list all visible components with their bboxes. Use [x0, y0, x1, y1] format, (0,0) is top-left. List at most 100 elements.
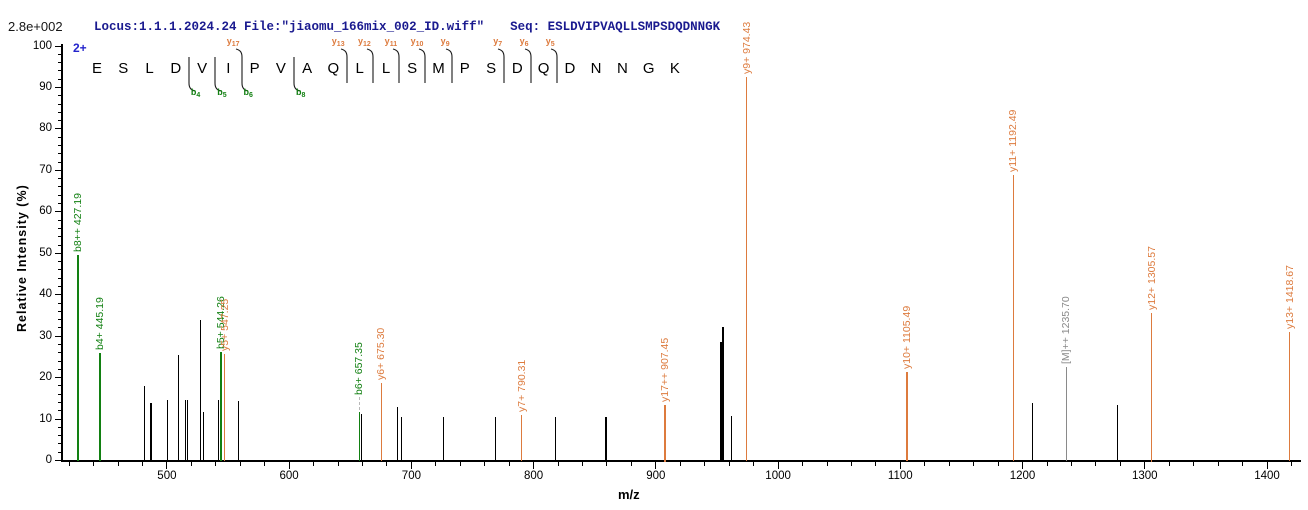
x-tick	[704, 462, 706, 466]
y-tick	[55, 294, 62, 296]
spectrum-peak	[202, 412, 205, 462]
spectrum-peak	[442, 417, 444, 462]
residue-letter: I	[226, 60, 231, 77]
spectrum-peak	[237, 401, 240, 462]
fragment-marker	[524, 48, 532, 83]
x-tick-label: 1300	[1132, 470, 1158, 482]
x-tick	[948, 462, 950, 466]
max-intensity-scale-label: 2.8e+002	[8, 19, 63, 34]
residue-letter: L	[355, 60, 364, 77]
y-ion-ladder-label: y12	[357, 36, 371, 48]
x-tick	[826, 462, 828, 466]
y-axis	[61, 44, 63, 462]
x-tick	[655, 462, 657, 469]
x-tick	[1290, 462, 1292, 466]
y-ion-ladder-label: y6	[519, 36, 529, 48]
y-tick	[55, 211, 62, 213]
x-tick	[753, 462, 755, 466]
residue-letter: N	[616, 60, 628, 77]
x-tick	[973, 462, 975, 466]
y-tick-label: 30	[39, 329, 52, 342]
y-tick	[55, 169, 62, 171]
x-tick	[68, 462, 70, 466]
y-tick	[58, 310, 62, 312]
x-tick	[337, 462, 339, 466]
fragment-marker	[498, 48, 505, 83]
x-tick	[533, 462, 535, 469]
spectrum-peak	[361, 414, 363, 462]
y-tick	[55, 86, 62, 88]
spectrum-peak	[605, 416, 607, 462]
x-tick-label: 900	[646, 470, 666, 482]
residue-letter: P	[459, 60, 470, 77]
y-tick-label: 60	[39, 205, 52, 218]
y-tick	[58, 269, 62, 271]
y-tick	[58, 236, 62, 238]
residue-letter: V	[197, 60, 208, 77]
precursor-charge-label: 2+	[73, 41, 87, 55]
x-tick	[508, 462, 510, 466]
y-tick	[58, 402, 62, 403]
y-tick	[58, 120, 62, 122]
peak-label: y13+ 1418.67	[1283, 265, 1296, 330]
seq-label: Seq:	[510, 20, 541, 34]
spectrum-peak	[220, 351, 222, 462]
y-tick	[58, 70, 62, 72]
x-tick-label: 800	[524, 470, 544, 482]
x-tick	[484, 462, 486, 466]
spectrum-peak	[495, 416, 497, 462]
spectrum-peak	[380, 383, 382, 462]
x-tick	[1046, 462, 1048, 466]
spectrum-peak	[1150, 312, 1153, 462]
x-tick-label: 1000	[765, 470, 791, 482]
x-tick	[93, 462, 95, 466]
peak-label: y17++ 907.45	[658, 337, 671, 402]
x-tick	[1193, 462, 1195, 466]
y-tick	[58, 343, 62, 345]
x-tick	[850, 462, 852, 466]
y-tick	[58, 393, 62, 395]
residue-letter: K	[669, 60, 680, 77]
spectrum-peak	[1065, 367, 1067, 462]
b-ion-ladder-label: b8	[296, 87, 306, 99]
y-tick	[58, 360, 62, 362]
x-tick	[313, 462, 315, 466]
x-tick	[142, 462, 143, 466]
y-tick	[58, 78, 62, 80]
y-tick	[58, 194, 62, 196]
y-tick-label: 70	[39, 163, 52, 176]
x-tick	[410, 462, 412, 469]
x-tick	[1266, 462, 1268, 469]
y-tick	[58, 145, 62, 146]
y-tick-label: 40	[39, 288, 52, 301]
residue-letter: S	[486, 60, 497, 77]
spectrum-peak	[184, 400, 186, 462]
x-tick	[362, 462, 363, 466]
b-ion-ladder-label: b4	[190, 87, 201, 99]
y-ion-ladder-label: y7	[493, 36, 503, 48]
y-tick	[58, 161, 62, 163]
y-tick	[55, 335, 62, 337]
spectrum-peak	[186, 400, 189, 462]
residue-letter: E	[91, 60, 102, 77]
peak-label: y7+ 790.31	[515, 360, 528, 413]
y-tick	[58, 443, 62, 445]
x-tick-label: 600	[279, 470, 299, 482]
fragment-marker	[293, 57, 301, 92]
residue-letter: M	[432, 60, 445, 77]
residue-letter: N	[590, 60, 602, 77]
fragment-marker	[550, 48, 558, 83]
residue-letter: P	[249, 60, 260, 77]
peak-label: y6+ 675.30	[375, 328, 388, 381]
residue-letter: D	[564, 60, 576, 77]
x-tick	[459, 462, 461, 466]
y-tick	[58, 368, 62, 370]
peak-label: y11+ 1192.49	[1007, 109, 1020, 173]
x-tick	[435, 462, 437, 466]
y-tick	[58, 186, 62, 188]
spectrum-peak	[730, 416, 732, 462]
x-tick-label: 1400	[1254, 470, 1280, 482]
y-tick	[55, 460, 62, 461]
peak-label: y12+ 1305.57	[1145, 245, 1158, 310]
fragment-marker	[214, 57, 222, 92]
